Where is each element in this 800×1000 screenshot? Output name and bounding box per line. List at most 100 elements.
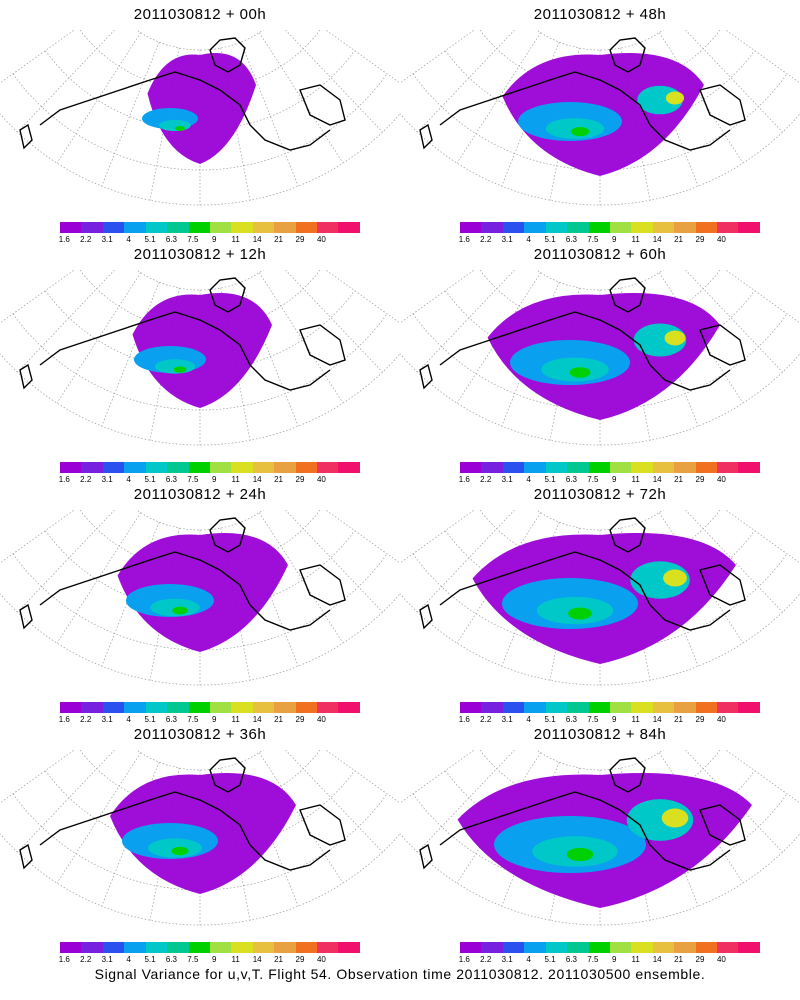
colorbar-segment — [588, 702, 610, 713]
colorbar-segment — [317, 222, 339, 233]
colorbar-label: 4 — [526, 235, 531, 244]
colorbar-label: 5.1 — [144, 955, 156, 964]
figure-caption: Signal Variance for u,v,T. Flight 54. Ob… — [94, 966, 706, 982]
colorbar-labels: 1.6 2.2 3.1 4 5.1 6.3 7.5 9 11 14 21 29 40 — [459, 955, 760, 965]
colorbar-segment — [60, 942, 82, 953]
colorbar-label: 4 — [126, 475, 131, 484]
colorbar-label: 11 — [231, 475, 240, 484]
colorbar — [460, 462, 760, 473]
colorbar-segment — [609, 942, 632, 953]
polar-map — [400, 750, 800, 926]
colorbar-segment — [145, 462, 168, 473]
colorbar-segment — [81, 702, 103, 713]
colorbar-segment — [502, 702, 525, 713]
colorbar-segment — [81, 942, 103, 953]
colorbar-labels: 1.6 2.2 3.1 4 5.1 6.3 7.5 9 11 14 21 29 40 — [459, 475, 760, 485]
colorbar-segment — [209, 702, 232, 713]
colorbar-segment — [102, 222, 125, 233]
coastlines — [19, 517, 346, 631]
colorbar — [460, 222, 760, 233]
colorbar-label: 21 — [274, 475, 284, 484]
colorbar-segment — [460, 702, 482, 713]
colorbar-segment — [524, 222, 546, 233]
colorbar-label: 3.1 — [501, 235, 513, 244]
colorbar-labels: 1.6 2.2 3.1 4 5.1 6.3 7.5 9 11 14 21 29 40 — [458, 715, 760, 725]
coastlines — [419, 517, 746, 631]
variance-field — [457, 773, 752, 908]
colorbar-label: 7.5 — [587, 955, 599, 964]
colorbar-label: 2.2 — [480, 235, 492, 244]
colorbar-segment — [167, 462, 189, 473]
colorbar-segment — [252, 222, 275, 233]
panel-title: 2011030812 + 24h — [133, 486, 267, 503]
colorbar-label: 9 — [212, 955, 217, 964]
colorbar-label: 9 — [612, 235, 617, 244]
colorbar-segment — [252, 462, 275, 473]
colorbar-label: 7.5 — [187, 955, 199, 964]
colorbar-label: 9 — [212, 475, 217, 484]
colorbar — [60, 462, 360, 473]
colorbar-label: 1.6 — [458, 715, 470, 724]
colorbar-label: 5.1 — [544, 715, 556, 724]
colorbar-segment — [717, 222, 739, 233]
colorbar-segment — [81, 222, 103, 233]
colorbar-segment — [695, 462, 718, 473]
colorbar-segment — [295, 462, 318, 473]
colorbar-segment — [545, 222, 568, 233]
colorbar-label: 6.3 — [165, 235, 177, 244]
colorbar-label: 11 — [231, 955, 240, 964]
colorbar-label: 40 — [716, 955, 726, 964]
colorbar-label: 29 — [695, 475, 705, 484]
colorbar-segment — [102, 702, 125, 713]
colorbar-label: 29 — [295, 715, 305, 724]
colorbar-label: 40 — [316, 475, 326, 484]
colorbar — [60, 702, 360, 713]
colorbar — [60, 222, 360, 233]
colorbar-segment — [167, 222, 189, 233]
colorbar-segment — [317, 702, 339, 713]
colorbar-label: 7.5 — [587, 715, 599, 724]
colorbar-segment — [545, 702, 568, 713]
colorbar-label: 14 — [652, 235, 662, 244]
colorbar-segment — [695, 222, 718, 233]
map-panel: 2011030812 + 48h 1.6 2.2 3.1 4 5.1 6.3 7.5 9 11 14… — [400, 0, 800, 244]
colorbar — [460, 702, 760, 713]
colorbar-label: 1.6 — [58, 955, 70, 964]
colorbar-label: 11 — [631, 235, 640, 244]
colorbar-segment — [124, 222, 146, 233]
colorbar-segment — [545, 942, 568, 953]
colorbar-segment — [567, 942, 589, 953]
colorbar-label: 21 — [674, 715, 684, 724]
colorbar-label: 7.5 — [187, 235, 199, 244]
colorbar-segment — [60, 222, 82, 233]
colorbar-segment — [338, 942, 360, 953]
colorbar-label: 6.3 — [565, 235, 577, 244]
colorbar-segment — [738, 702, 760, 713]
colorbar-segment — [188, 222, 210, 233]
colorbar-label: 2.2 — [480, 955, 492, 964]
colorbar-label: 2.2 — [80, 715, 92, 724]
colorbar-segment — [652, 702, 675, 713]
colorbar-label: 3.1 — [501, 955, 513, 964]
colorbar-label: 7.5 — [587, 475, 599, 484]
colorbar-segment — [209, 222, 232, 233]
map-panel: 2011030812 + 60h 1.6 2.2 3.1 4 5.1 6.3 7.5 9 11 14… — [400, 240, 800, 484]
panel-title: 2011030812 + 60h — [533, 246, 667, 263]
colorbar-segment — [631, 702, 653, 713]
colorbar-segment — [102, 462, 125, 473]
map-panel: 2011030812 + 12h 1.6 2.2 3.1 4 5.1 6.3 7.5 9 11 14… — [0, 240, 400, 484]
panel-title: 2011030812 + 00h — [133, 6, 267, 23]
colorbar-segment — [460, 222, 482, 233]
colorbar-label: 7.5 — [187, 475, 199, 484]
colorbar-segment — [738, 462, 760, 473]
colorbar-segment — [674, 942, 696, 953]
map-panel: 2011030812 + 00h 1.6 2.2 3.1 4 5.1 6.3 7.5 9 11 14… — [0, 0, 400, 244]
polar-map — [400, 270, 800, 446]
colorbar-segment — [460, 942, 482, 953]
colorbar-label: 6.3 — [165, 715, 177, 724]
colorbar-label: 14 — [652, 475, 662, 484]
colorbar-labels: 1.6 2.2 3.1 4 5.1 6.3 7.5 9 11 14 21 29 40 — [58, 955, 360, 965]
colorbar-segment — [652, 462, 675, 473]
panel-title: 2011030812 + 72h — [533, 486, 667, 503]
colorbar-label: 5.1 — [144, 235, 156, 244]
